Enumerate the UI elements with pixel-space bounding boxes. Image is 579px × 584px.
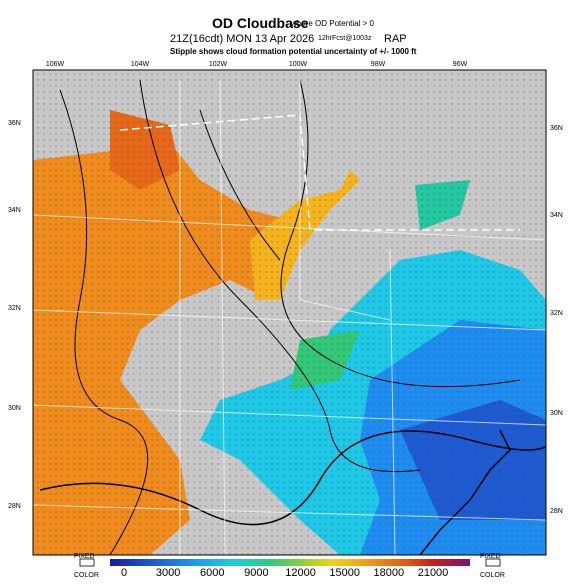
colorbar-right-label: COLOR bbox=[480, 572, 505, 579]
model: RAP bbox=[384, 33, 407, 45]
latitude-label: 36N bbox=[550, 125, 563, 132]
latitude-label: 28N bbox=[550, 508, 563, 515]
latitude-label: 28N bbox=[8, 503, 21, 510]
longitude-label: 98W bbox=[371, 61, 386, 68]
latitude-label: 34N bbox=[550, 212, 563, 219]
time: 21Z(16cdt) MON 13 Apr 2026 bbox=[170, 33, 314, 45]
longitude-label: 102W bbox=[209, 61, 228, 68]
colorbar-tick-label: 12000 bbox=[285, 567, 316, 579]
title: OD Cloudbase bbox=[212, 15, 309, 31]
map bbox=[33, 70, 546, 555]
longitude-label: 106W bbox=[46, 61, 65, 68]
forecast: 12hrFcst@1003z bbox=[318, 35, 372, 42]
colorbar-left-label: COLOR bbox=[74, 572, 99, 579]
colorbar-tick-label: 0 bbox=[121, 567, 127, 579]
subtitle: Stipple shows cloud formation potential … bbox=[170, 47, 417, 56]
longitude-label: 104W bbox=[131, 61, 150, 68]
title-note: where OD Potential > 0 bbox=[290, 19, 374, 28]
latitude-label: 30N bbox=[8, 405, 21, 412]
latitude-label: 30N bbox=[550, 410, 563, 417]
latitude-label: 32N bbox=[8, 305, 21, 312]
colorbar-tick-label: 21000 bbox=[418, 567, 449, 579]
fixed-box bbox=[79, 558, 95, 567]
colorbar-tick-label: 15000 bbox=[329, 567, 360, 579]
fixed-box bbox=[485, 558, 501, 567]
colorbar-tick-label: 9000 bbox=[244, 567, 268, 579]
colorbar-tick-label: 18000 bbox=[374, 567, 405, 579]
map-frame bbox=[32, 69, 547, 556]
latitude-label: 36N bbox=[8, 120, 21, 127]
colorbar-right-label: FIXED bbox=[480, 553, 501, 560]
colorbar-left-label: FIXED bbox=[74, 553, 95, 560]
colorbar-tick-label: 6000 bbox=[200, 567, 224, 579]
latitude-label: 34N bbox=[8, 207, 21, 214]
longitude-label: 100W bbox=[289, 61, 308, 68]
colorbar-tick-label: 3000 bbox=[156, 567, 180, 579]
longitude-label: 96W bbox=[453, 61, 468, 68]
colorbar bbox=[110, 559, 470, 566]
latitude-label: 32N bbox=[550, 310, 563, 317]
